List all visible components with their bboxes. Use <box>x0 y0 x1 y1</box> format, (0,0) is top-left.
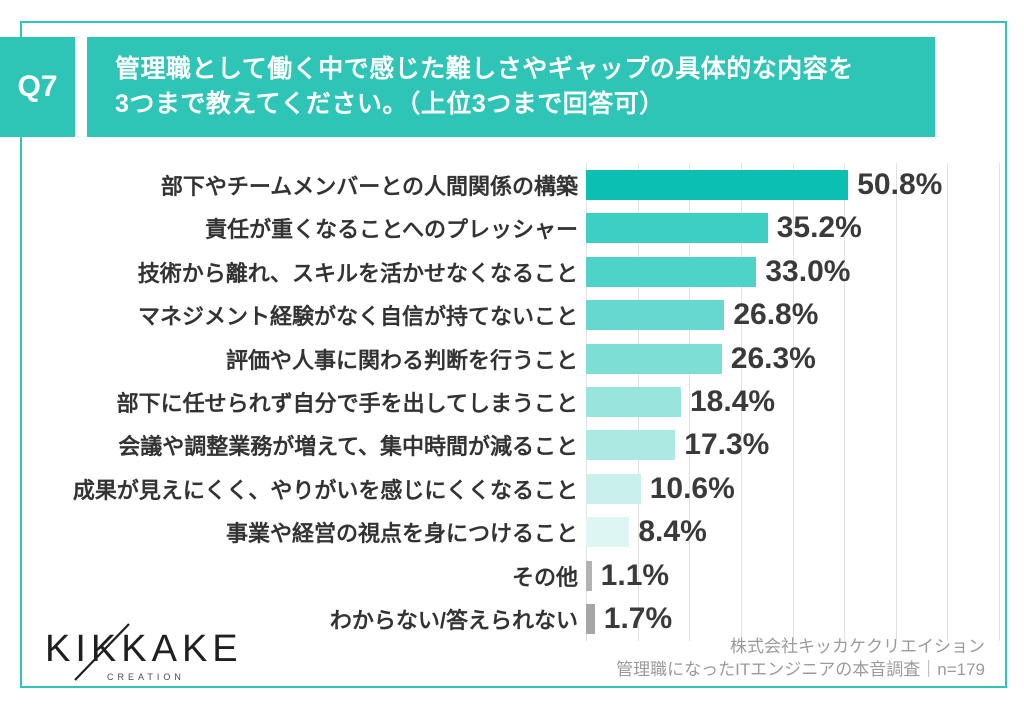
value-label: 1.1% <box>600 558 670 592</box>
category-label: 評価や人事に関わる判断を行うこと <box>225 347 578 373</box>
value-label: 35.2% <box>776 211 862 245</box>
chart-row: マネジメント経験がなく自信が持てないこと 26.8% <box>0 293 1010 336</box>
bar-area: 10.6% <box>578 472 1010 506</box>
value-label: 17.3% <box>684 428 770 462</box>
gridline <box>689 163 691 641</box>
category-label: マネジメント経験がなく自信が持てないこと <box>137 304 578 330</box>
bar-area: 18.4% <box>578 385 1010 419</box>
attribution-survey: 管理職になったITエンジニアの本音調査｜n=179 <box>616 659 985 679</box>
frame-border <box>20 21 1007 688</box>
chart-row: 責任が重くなることへのプレッシャー 35.2% <box>0 206 1010 249</box>
chart-row: 部下に任せられず自分で手を出してしまうこと 18.4% <box>0 380 1010 423</box>
question-title-line2: 3つまで教えてください。（上位3つまで回答可） <box>115 90 665 118</box>
chart-row: その他 1.1% <box>0 554 1010 597</box>
attribution-company: 株式会社キッカケクリエイション <box>730 637 985 656</box>
kikkake-logo: KIKKAKE CREATION <box>45 620 238 688</box>
value-label: 8.4% <box>638 515 707 549</box>
bar-area: 1.7% <box>578 602 1010 636</box>
category-label: 成果が見えにくく、やりがいを感じにくくなること <box>72 477 578 503</box>
bar-area: 26.8% <box>578 298 1010 332</box>
bar-area: 26.3% <box>578 342 1010 376</box>
chart-row: わからない/答えられない 1.7% <box>0 598 1010 641</box>
question-title-box: 管理職として働く中で感じた難しさやギャップの具体的な内容を 3つまで教えてくださ… <box>87 37 935 137</box>
gridline <box>844 163 846 641</box>
chart-row: 技術から離れ、スキルを活かせなくなること 33.0% <box>0 250 1010 293</box>
value-label: 33.0% <box>765 254 851 288</box>
logo-wordmark: KIKKAKE <box>45 628 243 670</box>
gridline <box>792 163 794 641</box>
bar <box>586 517 630 548</box>
bar <box>586 386 681 417</box>
bar <box>586 300 725 331</box>
bar <box>586 560 592 591</box>
value-label: 26.3% <box>730 341 816 375</box>
bar <box>586 256 757 287</box>
category-label: その他 <box>511 564 578 590</box>
value-label: 10.6% <box>649 471 735 505</box>
chart-row: 会議や調整業務が増えて、集中時間が減ること 17.3% <box>0 424 1010 467</box>
question-number: Q7 <box>17 70 58 103</box>
chart-row: 成果が見えにくく、やりがいを感じにくくなること 10.6% <box>0 467 1010 510</box>
category-label: 技術から離れ、スキルを活かせなくなること <box>137 260 578 286</box>
value-label: 18.4% <box>689 384 776 418</box>
value-label: 26.8% <box>733 298 819 332</box>
gridline <box>999 163 1000 641</box>
bar <box>586 430 676 461</box>
question-title-line1: 管理職として働く中で感じた難しさやギャップの具体的な内容を <box>115 54 854 83</box>
bar <box>586 604 595 635</box>
bar <box>586 343 722 374</box>
bar-area: 8.4% <box>578 515 1010 549</box>
category-label: 部下に任せられず自分で手を出してしまうこと <box>116 390 578 416</box>
gridline <box>895 163 897 641</box>
bar-area: 17.3% <box>578 428 1010 462</box>
bar-area: 50.8% <box>578 168 1010 202</box>
logo-slash-icon <box>74 623 130 681</box>
question-number-badge: Q7 <box>0 37 75 137</box>
category-label: 責任が重くなることへのプレッシャー <box>205 217 578 243</box>
bar <box>586 213 768 244</box>
category-label: わからない/答えられない <box>329 608 578 634</box>
logo-subtext: CREATION <box>107 672 185 682</box>
bar-area: 35.2% <box>578 211 1010 245</box>
category-label: 事業や経営の視点を身につけること <box>225 521 578 547</box>
value-label: 1.7% <box>603 602 673 636</box>
category-label: 会議や調整業務が増えて、集中時間が減ること <box>118 434 578 460</box>
value-label: 50.8% <box>857 167 943 201</box>
category-label: 部下やチームメンバーとの人間関係の構築 <box>160 173 578 199</box>
bar <box>586 473 641 504</box>
chart-row: 部下やチームメンバーとの人間関係の構築 50.8% <box>0 163 1010 206</box>
gridline <box>947 163 949 641</box>
attribution: 株式会社キッカケクリエイション 管理職になったITエンジニアの本音調査｜n=17… <box>616 636 985 682</box>
chart-row: 事業や経営の視点を身につけること 8.4% <box>0 511 1010 554</box>
bar-area: 33.0% <box>578 255 1010 289</box>
bar <box>586 169 849 200</box>
gridline <box>740 163 742 641</box>
bar-chart: 部下やチームメンバーとの人間関係の構築 50.8% 責任が重くなることへのプレッ… <box>0 163 1010 641</box>
chart-row: 評価や人事に関わる判断を行うこと 26.3% <box>0 337 1010 380</box>
bar-area: 1.1% <box>578 559 1010 593</box>
